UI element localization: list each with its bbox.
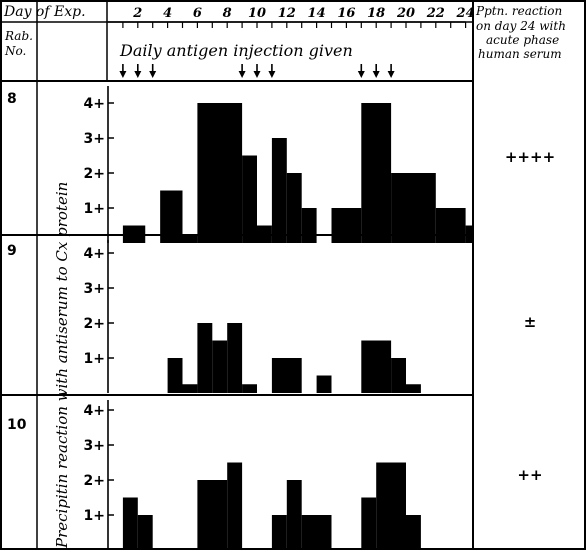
- day-tick-label: 12: [278, 6, 296, 21]
- rab-label-line1: Rab.: [4, 29, 33, 43]
- bar: [212, 340, 228, 393]
- day-tick-label: 2: [132, 6, 142, 21]
- y-tick-label: 3+: [84, 438, 105, 454]
- bar: [242, 384, 257, 393]
- pptn-reaction-value: ++: [517, 466, 542, 484]
- y-tick-label: 4+: [84, 96, 105, 112]
- day-tick-label: 22: [426, 6, 445, 21]
- chart-layer: 2 4 6 8 10 12 14 16 18 20 22 2481+2+3+4+++++91+2+3+…: [7, 6, 555, 550]
- rabbit-number: 10: [7, 417, 27, 433]
- bar: [361, 497, 377, 550]
- day-tick-label: 14: [308, 6, 326, 21]
- day-tick-label: 10: [248, 6, 266, 21]
- day-tick-label: 6: [193, 6, 202, 21]
- pptn-header-line3: acute phase: [486, 33, 559, 47]
- injection-arrow: [149, 64, 157, 78]
- y-tick-label: 1+: [84, 508, 105, 524]
- bar: [406, 515, 421, 550]
- bar: [271, 358, 302, 393]
- bar: [465, 225, 472, 243]
- bar: [227, 323, 243, 393]
- bar: [122, 225, 146, 243]
- bar: [122, 497, 138, 550]
- bar: [391, 358, 406, 393]
- bar: [182, 384, 198, 393]
- injection-arrow: [357, 64, 365, 78]
- rabbit-number: 9: [7, 243, 17, 259]
- bar: [316, 375, 332, 393]
- day-tick-label: 4: [163, 6, 172, 21]
- injection-annotation: Daily antigen injection given: [119, 41, 353, 60]
- day-tick-label: 8: [223, 6, 232, 21]
- y-tick-label: 3+: [84, 131, 105, 147]
- day-tick-label: 16: [337, 6, 355, 21]
- pptn-header-line2: on day 24 with: [476, 19, 566, 33]
- bar: [361, 103, 392, 243]
- injection-arrow: [238, 64, 246, 78]
- injection-arrow: [253, 64, 261, 78]
- pptn-header-line4: human serum: [478, 47, 562, 61]
- y-tick-label: 2+: [84, 166, 105, 182]
- y-tick-label: 3+: [84, 281, 105, 297]
- day-tick-label: 18: [367, 6, 385, 21]
- injection-arrow: [268, 64, 276, 78]
- bar: [167, 358, 183, 393]
- y-tick-label: 4+: [84, 403, 105, 419]
- y-tick-label: 1+: [84, 351, 105, 367]
- day-of-exp-label: Day of Exp.: [3, 4, 86, 20]
- bar: [227, 462, 243, 550]
- bar: [197, 323, 213, 393]
- bar: [160, 190, 183, 243]
- bar: [406, 384, 421, 393]
- injection-arrow: [387, 64, 395, 78]
- bar: [271, 138, 287, 243]
- bar: [301, 515, 332, 550]
- bar: [286, 173, 302, 243]
- bar: [301, 208, 317, 243]
- bar: [137, 515, 153, 550]
- day-tick-label: 20: [396, 6, 415, 21]
- injection-arrow: [134, 64, 142, 78]
- injection-arrow: [119, 64, 127, 78]
- bar: [361, 340, 392, 393]
- bar: [376, 462, 406, 550]
- bar: [257, 225, 272, 243]
- bar: [271, 515, 287, 550]
- bar: [197, 103, 243, 243]
- day-tick-label: 24: [456, 6, 475, 21]
- bar: [242, 155, 257, 243]
- bar: [391, 173, 436, 243]
- y-tick-label: 4+: [84, 246, 105, 262]
- rab-label-line2: No.: [4, 44, 26, 58]
- bar: [435, 208, 466, 243]
- rabbit-number: 8: [7, 91, 17, 107]
- y-tick-label: 1+: [84, 201, 105, 217]
- bar: [331, 208, 362, 243]
- pptn-reaction-value: ++++: [505, 148, 555, 166]
- y-tick-label: 2+: [84, 473, 105, 489]
- bar: [286, 480, 302, 550]
- y-tick-label: 2+: [84, 316, 105, 332]
- pptn-reaction-value: ±: [524, 313, 537, 331]
- y-axis-label: Precipitin reaction with antiserum to Cx…: [53, 182, 71, 549]
- pptn-header-line1: Pptn. reaction: [475, 4, 562, 18]
- bar: [182, 234, 198, 243]
- bar: [197, 480, 228, 550]
- injection-arrow: [372, 64, 380, 78]
